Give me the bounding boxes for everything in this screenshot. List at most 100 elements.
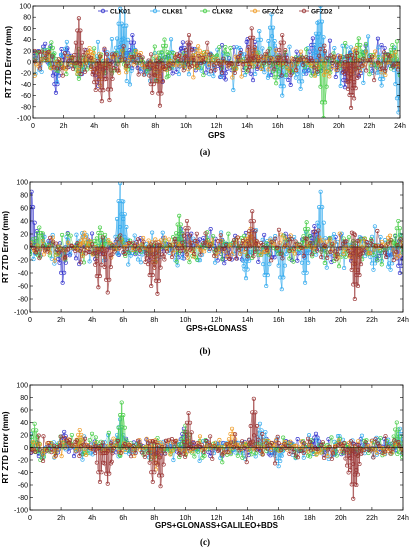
data-point (107, 277, 112, 282)
data-point (266, 73, 271, 78)
data-point (245, 267, 250, 272)
data-point (240, 239, 245, 244)
data-point (123, 436, 129, 441)
data-point (45, 57, 51, 62)
data-point (295, 71, 300, 76)
data-point (30, 189, 34, 194)
data-point (126, 241, 131, 246)
data-point (346, 248, 351, 254)
panel-caption: (b) (200, 346, 211, 356)
data-point (146, 244, 151, 249)
data-point (55, 62, 60, 67)
data-point (79, 40, 84, 45)
data-point (130, 45, 135, 50)
data-point (122, 212, 127, 217)
data-point (100, 235, 105, 240)
data-point (152, 254, 157, 259)
data-point (121, 216, 126, 222)
data-point (273, 60, 278, 65)
data-point (315, 35, 320, 40)
data-point (219, 43, 225, 48)
data-point (152, 72, 157, 77)
data-point (144, 256, 149, 261)
data-point (359, 71, 364, 76)
data-point (245, 239, 250, 244)
data-point (356, 36, 361, 41)
data-point (381, 76, 386, 81)
data-point (77, 63, 82, 68)
data-point (213, 67, 218, 72)
data-point (37, 66, 43, 71)
data-point (265, 49, 270, 54)
data-point (118, 224, 123, 230)
data-point (115, 237, 120, 242)
data-point (287, 248, 292, 253)
data-point (316, 228, 321, 233)
data-point (243, 73, 248, 78)
x-tick-label: 4h (90, 123, 98, 130)
data-point (124, 23, 129, 28)
data-point (220, 247, 225, 252)
data-point (149, 52, 154, 57)
data-point (401, 68, 404, 71)
data-point (152, 247, 157, 252)
data-point (210, 238, 215, 243)
data-point (330, 64, 335, 70)
data-point (119, 40, 124, 45)
data-point (122, 57, 128, 62)
data-point (281, 275, 286, 280)
data-point (269, 239, 274, 245)
data-point (123, 253, 128, 259)
data-point (76, 76, 81, 81)
data-point (365, 252, 370, 257)
data-point (263, 52, 268, 57)
data-point (287, 44, 292, 49)
data-point (167, 66, 172, 71)
data-point (400, 250, 403, 255)
data-point (133, 48, 138, 53)
data-point (250, 78, 256, 83)
data-point (289, 56, 294, 61)
data-point (166, 74, 171, 79)
data-point (97, 225, 102, 230)
series-points-gfzd2 (30, 209, 403, 302)
data-point (75, 241, 80, 246)
data-point (46, 239, 51, 244)
x-axis-label: GPS (208, 131, 226, 140)
data-point (334, 257, 339, 262)
data-point (153, 251, 158, 256)
data-point (384, 255, 389, 260)
data-point (187, 260, 192, 265)
data-point (322, 49, 327, 54)
data-point (183, 48, 188, 53)
data-point (240, 62, 246, 67)
data-point (114, 450, 119, 455)
data-point (243, 66, 248, 71)
data-point (229, 257, 234, 262)
data-point (173, 258, 178, 263)
data-point (33, 59, 38, 64)
data-point (133, 250, 139, 256)
data-point (101, 88, 106, 93)
data-point (299, 245, 304, 251)
data-point (350, 64, 355, 69)
y-tick-label: -80 (21, 104, 31, 111)
data-point (318, 189, 323, 194)
data-point (87, 259, 92, 264)
data-point (57, 260, 62, 265)
data-point (306, 62, 311, 68)
data-point (258, 37, 263, 42)
data-point (151, 82, 156, 87)
data-point (116, 48, 121, 53)
data-point (56, 256, 61, 262)
data-point (393, 50, 398, 55)
data-point (322, 72, 327, 77)
data-point (151, 63, 156, 68)
data-point (367, 72, 372, 77)
legend-swatch-marker (301, 8, 307, 14)
data-point (91, 50, 96, 56)
data-point (372, 261, 378, 266)
data-point (380, 66, 385, 71)
data-point (244, 253, 250, 258)
data-point (312, 65, 317, 70)
